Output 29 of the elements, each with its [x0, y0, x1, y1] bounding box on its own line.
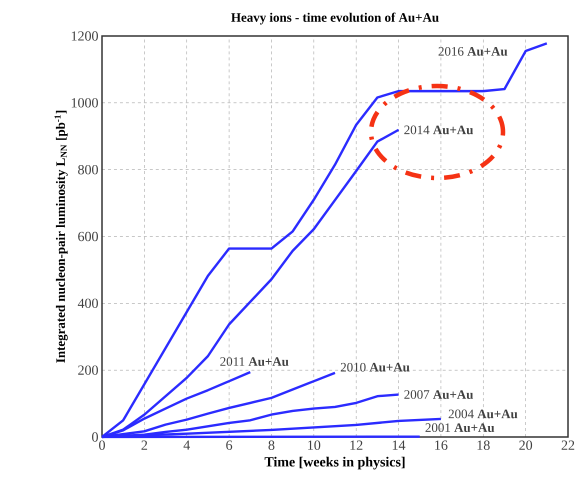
series-label: 2004 Au+Au	[448, 410, 518, 418]
y-axis-title: Integrated nucleon-pair luminosity L$_{NN}$ [pb$^{-1}$]	[54, 110, 68, 363]
series-label: 2014 Au+Au	[404, 126, 474, 134]
x-tick-label: 8	[268, 440, 274, 450]
x-tick-label: 14	[392, 440, 406, 450]
x-tick-label: 4	[184, 440, 190, 450]
series-label: 2011 Au+Au	[220, 357, 289, 366]
x-tick-label: 6	[226, 440, 232, 450]
x-tick-label: 20	[519, 440, 532, 450]
x-tick-label: 2	[141, 440, 148, 450]
x-tick-label: 18	[478, 440, 490, 450]
y-tick-label: 1200	[72, 31, 98, 41]
series-label: 2001 Au+Au	[425, 423, 494, 432]
series-label: 2010 Au+Au	[340, 362, 410, 372]
x-tick-label: 0	[99, 440, 105, 450]
y-tick-label: 1000	[72, 98, 98, 108]
y-tick-label: 0	[92, 432, 98, 442]
chart-title: Heavy ions - time evolution of Au+Au	[231, 12, 439, 24]
y-tick-label: 400	[78, 298, 98, 308]
x-tick-label: 22	[562, 440, 574, 450]
y-tick-label: 800	[78, 164, 98, 174]
x-tick-label: 12	[350, 440, 362, 450]
x-tick-label: 10	[308, 440, 320, 450]
series-label: 2007 Au+Au	[404, 390, 474, 399]
y-tick-label: 600	[78, 232, 98, 242]
series-label: 2016 Au+Au	[438, 46, 508, 56]
x-axis-title: Time [weeks in physics]	[264, 456, 405, 470]
y-tick-label: 200	[78, 365, 98, 375]
x-tick-label: 16	[435, 440, 448, 450]
